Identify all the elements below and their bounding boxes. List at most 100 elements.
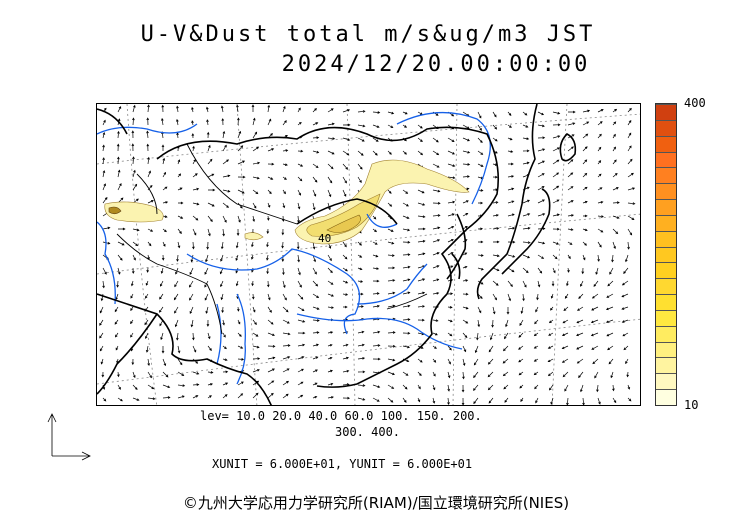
map-panel: 40 [96,103,641,406]
wind-arrow [357,137,365,142]
wind-arrow [387,304,396,308]
colorbar-min-label: 10 [684,398,699,412]
wind-arrow [596,384,599,393]
wind-arrow [402,291,411,295]
wind-arrow [550,306,554,311]
wind-arrow [561,332,569,336]
wind-arrow [477,124,482,131]
wind-arrow [162,228,167,233]
wind-arrow [567,122,576,126]
wind-arrow [447,238,454,243]
wind-arrow [462,150,471,154]
wind-arrow [488,397,494,404]
wind-arrow [357,110,366,113]
wind-arrow [612,133,616,139]
wind-arrow [462,163,471,166]
wind-arrow [537,241,546,245]
wind-arrow [492,137,498,142]
colorbar-step [656,119,676,136]
wind-arrow [132,104,136,113]
wind-arrow [162,201,169,204]
wind-arrow [432,397,436,404]
wind-arrow [342,267,348,272]
wind-arrow [447,213,455,217]
wind-arrow [612,173,618,178]
wind-arrow [102,280,105,289]
wind-arrow [402,228,411,232]
wind-arrow [432,252,440,256]
wind-arrow [297,267,301,276]
wind-arrow [236,306,240,312]
wind-arrow [282,306,289,313]
wind-arrow [582,121,590,126]
wind-arrow [147,200,154,204]
wind-arrow [478,201,484,205]
wind-arrow [402,215,410,219]
wind-arrow [567,172,574,178]
dust-west-patch [104,201,164,223]
contour-levels-line1: lev= 10.0 20.0 40.0 60.0 100. 150. 200. [200,409,482,423]
wind-arrow [432,358,437,363]
wind-arrow [491,319,494,328]
wind-arrow [447,319,453,323]
wind-arrow [535,397,539,404]
wind-arrow [492,306,496,315]
wind-arrow [177,371,185,377]
wind-arrow [537,111,545,116]
wind-arrow [312,150,320,154]
wind-arrow [192,241,195,250]
wind-arrow [537,136,546,140]
wind-arrow [162,157,166,165]
wind-arrow [192,371,200,375]
wind-arrow [189,306,194,314]
wind-arrow [506,307,510,315]
wind-arrow [207,382,213,386]
wind-arrow [462,175,470,178]
wind-arrow [177,187,183,191]
wind-arrow [102,226,111,230]
wind-arrow [502,358,509,364]
wind-arrow [627,187,636,191]
wind-arrow [237,189,245,194]
wind-arrow [563,306,569,311]
wind-arrow [235,241,239,249]
wind-arrow [508,162,514,166]
wind-arrow [207,228,211,237]
wind-arrow [177,173,182,178]
wind-arrow [372,384,381,388]
wind-arrow [252,345,260,349]
wind-arrow [267,148,275,152]
wind-arrow [297,306,305,311]
colorbar-step [656,294,676,310]
wind-arrow [447,176,456,180]
wind-arrow [522,241,531,244]
wind-arrow [477,150,484,155]
wind-arrow [206,241,210,250]
wind-arrow [417,291,426,295]
wind-arrow [552,254,558,260]
wind-arrow [132,228,140,232]
wind-arrow [147,156,150,165]
wind-arrow [607,280,614,287]
wind-arrow [518,371,524,376]
wind-arrow [222,202,229,208]
wind-arrow [462,332,468,339]
wind-arrow [147,384,155,390]
wind-arrow [627,397,632,402]
colorbar-step [656,214,676,231]
wind-arrow [561,358,569,363]
wind-arrow [447,358,451,365]
wind-arrow [547,371,554,377]
wind-arrow [592,358,599,365]
wind-arrow [144,319,149,326]
wind-arrow [462,265,468,269]
wind-arrow [462,279,469,282]
wind-arrow [417,239,426,243]
wind-arrow [612,215,620,219]
wind-arrow [372,254,379,258]
wind-arrow [432,214,441,217]
wind-arrow [505,319,509,328]
wind-arrow [520,397,524,403]
wind-arrow [312,107,317,113]
wind-arrow [145,345,149,353]
